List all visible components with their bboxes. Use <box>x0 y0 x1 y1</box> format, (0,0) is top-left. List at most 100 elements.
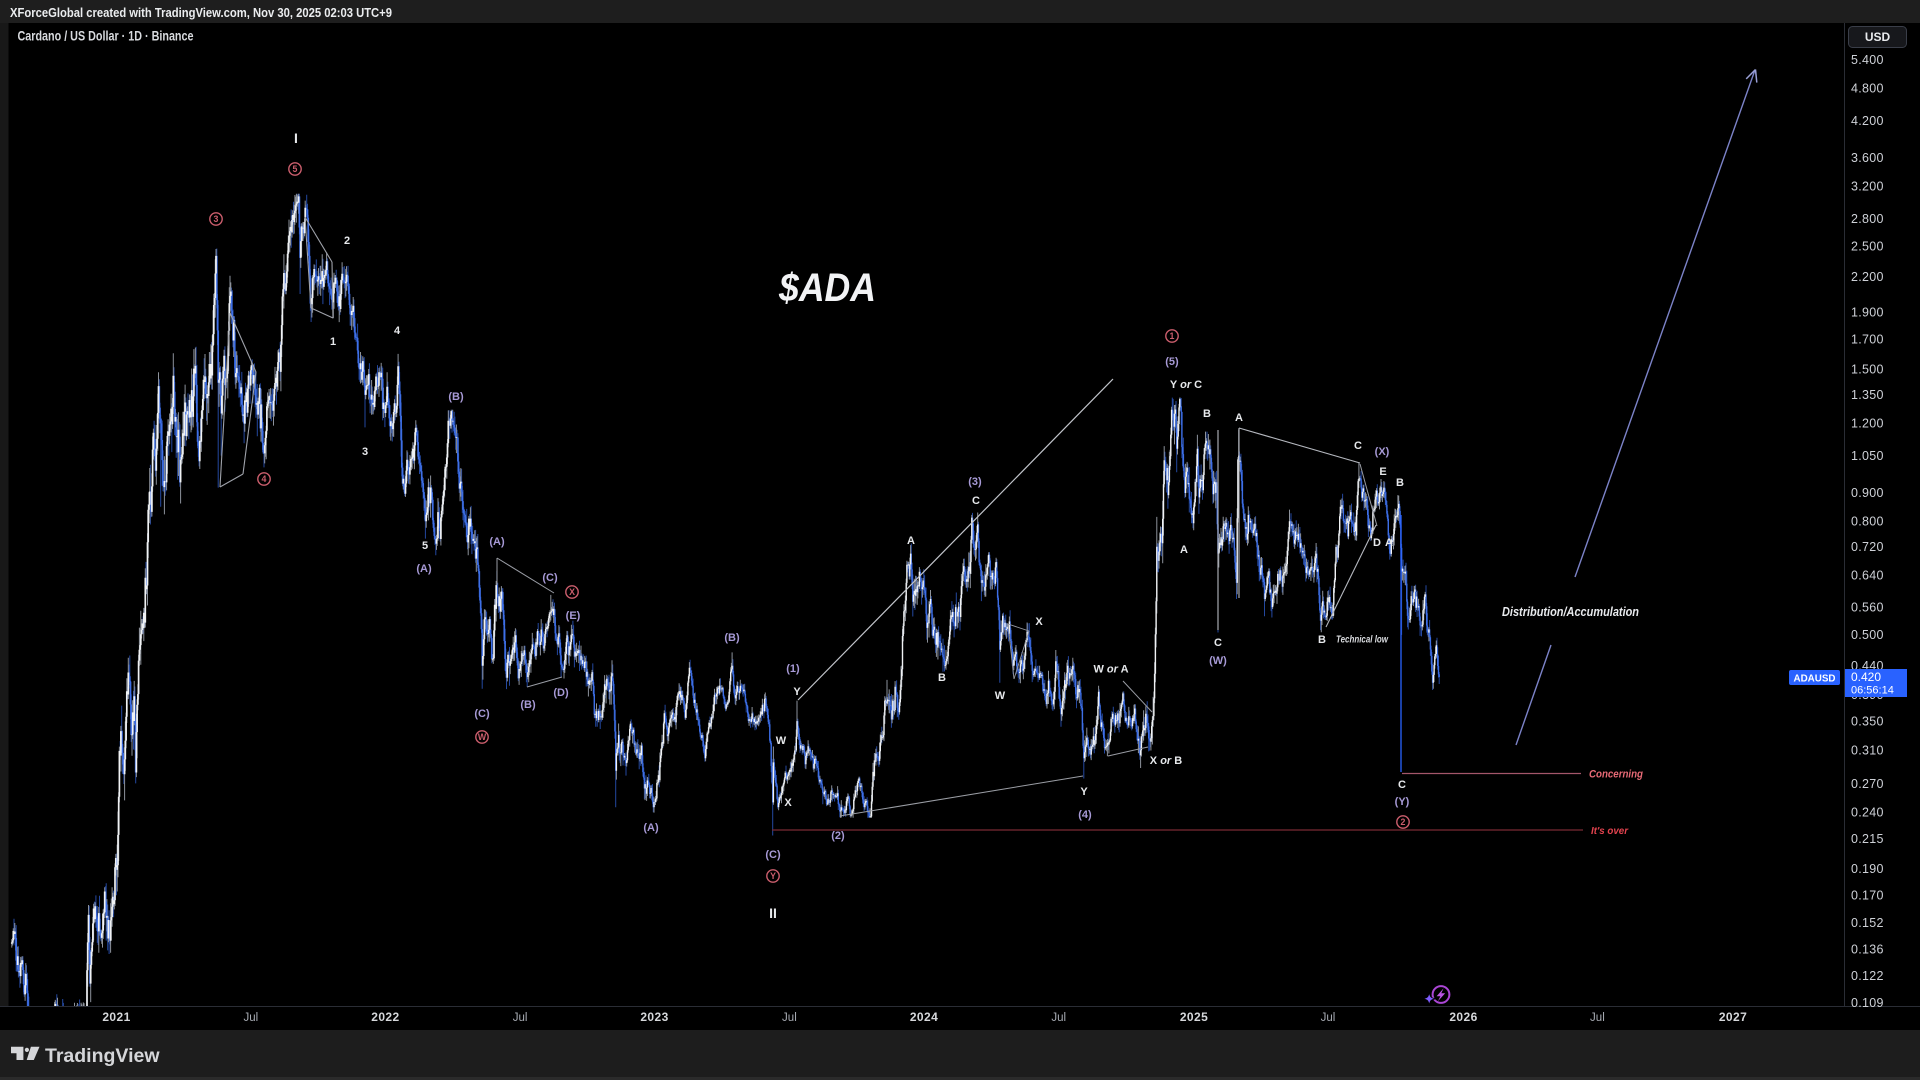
svg-text:(W): (W) <box>1209 655 1227 667</box>
svg-text:4.800: 4.800 <box>1851 82 1884 96</box>
svg-text:(1): (1) <box>786 663 800 675</box>
svg-text:(B): (B) <box>520 699 536 711</box>
svg-text:4: 4 <box>262 474 267 484</box>
svg-text:A: A <box>1235 412 1243 424</box>
svg-text:(B): (B) <box>724 632 740 644</box>
svg-text:E: E <box>1379 466 1386 478</box>
svg-text:(X): (X) <box>1375 446 1390 458</box>
svg-text:(E): (E) <box>566 610 581 622</box>
svg-text:D: D <box>1373 537 1381 549</box>
svg-text:X: X <box>569 587 575 597</box>
svg-text:0.136: 0.136 <box>1851 943 1884 957</box>
svg-text:B: B <box>1203 408 1211 420</box>
svg-text:II: II <box>769 905 777 921</box>
svg-text:0.420: 0.420 <box>1851 670 1881 684</box>
svg-text:Jul: Jul <box>243 1012 258 1024</box>
svg-text:4.200: 4.200 <box>1851 114 1884 128</box>
svg-text:5: 5 <box>293 164 298 174</box>
svg-text:Jul: Jul <box>1590 1012 1605 1024</box>
svg-text:0.240: 0.240 <box>1851 805 1884 819</box>
svg-text:(C): (C) <box>765 849 781 861</box>
svg-text:Jul: Jul <box>1051 1012 1066 1024</box>
svg-text:0.270: 0.270 <box>1851 777 1884 791</box>
svg-text:Y or C: Y or C <box>1170 379 1202 391</box>
svg-text:2: 2 <box>344 235 350 247</box>
svg-text:A: A <box>1180 544 1188 556</box>
svg-text:B: B <box>1318 634 1326 646</box>
svg-text:3: 3 <box>362 446 368 458</box>
svg-text:0.190: 0.190 <box>1851 862 1884 876</box>
svg-text:Distribution/Accumulation: Distribution/Accumulation <box>1502 605 1639 619</box>
svg-text:1.500: 1.500 <box>1851 363 1884 377</box>
svg-text:0.122: 0.122 <box>1851 969 1884 983</box>
svg-text:5: 5 <box>422 540 428 552</box>
svg-text:2023: 2023 <box>640 1010 668 1024</box>
svg-text:(A): (A) <box>416 563 432 575</box>
svg-text:A: A <box>1385 537 1393 549</box>
svg-text:(D): (D) <box>553 687 569 699</box>
svg-text:Y: Y <box>770 871 776 881</box>
svg-text:ADAUSD: ADAUSD <box>1794 673 1836 685</box>
svg-text:1.700: 1.700 <box>1851 332 1884 346</box>
svg-text:C: C <box>1354 440 1362 452</box>
svg-text:1.900: 1.900 <box>1851 306 1884 320</box>
svg-text:0.500: 0.500 <box>1851 628 1884 642</box>
svg-text:It's over: It's over <box>1591 825 1629 837</box>
svg-text:2.500: 2.500 <box>1851 239 1884 253</box>
svg-text:3.200: 3.200 <box>1851 180 1884 194</box>
svg-text:USD: USD <box>1865 30 1891 44</box>
svg-text:B: B <box>1396 477 1404 489</box>
svg-text:X: X <box>1035 616 1043 628</box>
svg-text:Concerning: Concerning <box>1589 769 1643 781</box>
svg-text:0.109: 0.109 <box>1851 996 1884 1010</box>
svg-text:(Y): (Y) <box>1395 796 1410 808</box>
svg-text:2027: 2027 <box>1719 1010 1747 1024</box>
svg-text:(3): (3) <box>968 476 982 488</box>
svg-text:(4): (4) <box>1078 809 1092 821</box>
svg-text:1.350: 1.350 <box>1851 388 1884 402</box>
svg-text:W: W <box>995 690 1006 702</box>
svg-text:(B): (B) <box>448 391 464 403</box>
svg-text:5.400: 5.400 <box>1851 53 1884 67</box>
svg-text:2: 2 <box>1401 817 1406 827</box>
svg-text:2024: 2024 <box>910 1010 938 1024</box>
svg-text:2.800: 2.800 <box>1851 212 1884 226</box>
svg-text:0.800: 0.800 <box>1851 515 1884 529</box>
svg-text:(C): (C) <box>542 572 558 584</box>
svg-text:1: 1 <box>330 336 336 348</box>
svg-text:0.215: 0.215 <box>1851 832 1884 846</box>
svg-text:3: 3 <box>214 214 219 224</box>
svg-text:Cardano / US Dollar · 1D · Bin: Cardano / US Dollar · 1D · Binance <box>18 29 194 44</box>
svg-text:Y: Y <box>1080 786 1088 798</box>
svg-text:1.050: 1.050 <box>1851 449 1884 463</box>
svg-text:I: I <box>294 130 298 146</box>
svg-text:2026: 2026 <box>1449 1010 1477 1024</box>
svg-text:0.310: 0.310 <box>1851 744 1884 758</box>
svg-text:0.720: 0.720 <box>1851 540 1884 554</box>
svg-text:W: W <box>776 735 787 747</box>
svg-text:Technical low: Technical low <box>1336 635 1389 646</box>
svg-text:0.900: 0.900 <box>1851 486 1884 500</box>
svg-text:2.200: 2.200 <box>1851 270 1884 284</box>
svg-text:2022: 2022 <box>371 1010 399 1024</box>
svg-text:(C): (C) <box>474 708 490 720</box>
svg-text:1.200: 1.200 <box>1851 417 1884 431</box>
svg-text:0.152: 0.152 <box>1851 916 1884 930</box>
svg-text:Jul: Jul <box>782 1012 797 1024</box>
svg-text:C: C <box>972 495 980 507</box>
svg-text:C: C <box>1398 779 1406 791</box>
svg-text:B: B <box>938 672 946 684</box>
svg-text:0.560: 0.560 <box>1851 601 1884 615</box>
svg-text:2021: 2021 <box>102 1010 130 1024</box>
svg-text:$ADA: $ADA <box>778 266 876 310</box>
svg-text:0.640: 0.640 <box>1851 569 1884 583</box>
svg-text:1: 1 <box>1170 331 1175 341</box>
svg-text:3.600: 3.600 <box>1851 151 1884 165</box>
svg-text:Y: Y <box>793 686 801 698</box>
svg-text:Jul: Jul <box>1321 1012 1336 1024</box>
svg-text:TradingView: TradingView <box>45 1045 160 1067</box>
svg-text:(2): (2) <box>831 830 845 842</box>
svg-text:W: W <box>478 732 487 742</box>
svg-text:W or A: W or A <box>1093 664 1128 676</box>
svg-text:0.350: 0.350 <box>1851 714 1884 728</box>
